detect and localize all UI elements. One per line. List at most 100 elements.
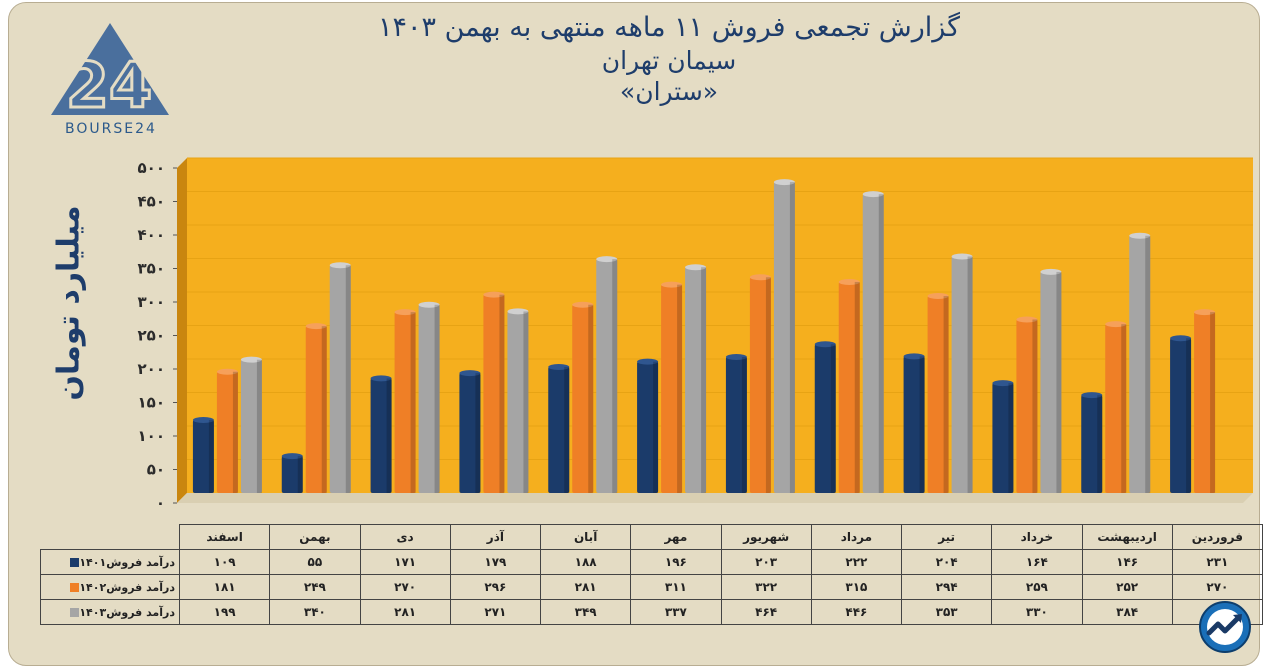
- bar-1401: [1170, 338, 1192, 493]
- table-header-month: آبان: [539, 524, 632, 550]
- table-header-month: دی: [359, 524, 451, 550]
- y-tick-label: ۱۵۰: [138, 394, 165, 412]
- bar-1402-top: [661, 281, 683, 288]
- bar-1402: [394, 312, 416, 493]
- table-row: ۳۸۴ ۳۳۰ ۳۵۳ ۴۴۶ ۴۶۴ ۳۳۷ ۳۴۹ ۲۷۱ ۲۸۱ ۳۴۰ ۱۹۹ درآمد ف…: [40, 599, 1264, 625]
- chart-title: گزارش تجمعی فروش ۱۱ ماهه منتهی به بهمن ۱…: [377, 12, 961, 43]
- bar-1403: [1040, 271, 1062, 493]
- table-series-label: درآمد فروش۱۴۰۲: [40, 574, 180, 600]
- table-cell: ۲۷۱: [449, 599, 542, 625]
- bar-1402-shade: [1032, 319, 1038, 493]
- bar-1402-shade: [1210, 312, 1216, 493]
- bar-1401-shade: [1186, 338, 1192, 493]
- table-cell: ۱۷۱: [359, 549, 451, 575]
- legend-swatch: [70, 558, 80, 567]
- bar-1402-top: [572, 301, 594, 308]
- table-cell: ۱۸۸: [539, 549, 632, 575]
- bar-1402: [572, 304, 594, 493]
- table-header-month: مهر: [630, 524, 722, 550]
- table-cell: ۳۲۲: [720, 574, 812, 600]
- bar-1402-top: [927, 293, 949, 300]
- bar-1401-shade: [475, 373, 481, 493]
- y-tick-label: ۴۵۰: [138, 193, 165, 211]
- bar-1401-top: [992, 380, 1014, 387]
- bar-1401-top: [1081, 392, 1103, 399]
- table-cell: ۲۹۴: [900, 574, 993, 600]
- bar-1401-top: [725, 353, 747, 360]
- bar-1401-top: [637, 358, 659, 365]
- bar-1403-shade: [256, 359, 262, 493]
- bar-1401-shade: [919, 356, 925, 493]
- table-cell: ۳۸۴: [1081, 599, 1173, 625]
- bar-1402-shade: [588, 304, 594, 493]
- bar-1403: [329, 265, 351, 493]
- table-cell: ۵۵: [269, 549, 361, 575]
- bar-1402-top: [1194, 309, 1216, 316]
- bar-1402-top: [1105, 321, 1127, 328]
- bar-1403-top: [507, 308, 529, 315]
- table-cell: ۴۴۶: [810, 599, 903, 625]
- bar-1401-top: [903, 353, 925, 360]
- bar-1403-top: [862, 191, 884, 198]
- table-cell: ۲۷۰: [359, 574, 451, 600]
- chart-subtitle: سیمان تهران: [601, 45, 737, 75]
- bar-1401-shade: [830, 344, 836, 493]
- bar-1403: [685, 267, 707, 493]
- bar-1402-shade: [1121, 324, 1127, 493]
- y-tick-label: ۲۰۰: [138, 360, 165, 378]
- y-tick-label: ۵۰: [147, 461, 165, 479]
- y-tick-label: ۳۵۰: [138, 260, 165, 278]
- bar-1403-top: [240, 356, 262, 363]
- table-cell: ۲۴۹: [269, 574, 361, 600]
- table-header-month: تیر: [900, 524, 993, 550]
- series-name: درآمد فروش۱۴۰۲: [79, 580, 175, 594]
- table-cell: ۲۵۲: [1081, 574, 1173, 600]
- bar-1401-top: [459, 370, 481, 377]
- bar-1401-top: [370, 375, 392, 382]
- bar-1403-shade: [701, 267, 707, 493]
- bar-1401-shade: [1097, 395, 1103, 493]
- bar-1403: [507, 311, 529, 493]
- table-cell: ۱۰۹: [178, 549, 271, 575]
- bar-1402: [1194, 312, 1216, 493]
- bar-1402: [305, 326, 327, 493]
- y-tick-label: ۰: [156, 494, 165, 512]
- bar-1401-top: [192, 416, 214, 423]
- bar-1403: [773, 182, 795, 493]
- table-series-label: درآمد فروش۱۴۰۱: [40, 549, 180, 575]
- bar-1402-top: [1016, 316, 1038, 323]
- table-cell: ۱۹۹: [178, 599, 271, 625]
- bar-1402-shade: [765, 277, 771, 493]
- table-cell: ۱۴۶: [1081, 549, 1173, 575]
- bar-1401: [370, 378, 392, 493]
- bar-1401: [281, 456, 303, 493]
- bar-1403-shade: [434, 304, 440, 493]
- table-row: ۲۳۱ ۱۴۶ ۱۶۴ ۲۰۴ ۲۲۲ ۲۰۳ ۱۹۶ ۱۸۸ ۱۷۹ ۱۷۱ ۵۵ ۱۰۹ درآمد…: [40, 549, 1264, 575]
- y-tick-label: ۲۵۰: [138, 327, 165, 345]
- series-name: درآمد فروش۱۴۰۳: [79, 605, 175, 619]
- table-cell: ۳۵۳: [900, 599, 993, 625]
- bar-1401-shade: [564, 367, 570, 493]
- bar-1401-top: [814, 341, 836, 348]
- table-header-month: اردیبهشت: [1081, 524, 1173, 550]
- bar-1403-top: [685, 264, 707, 271]
- table-header-month: بهمن: [269, 524, 361, 550]
- table-cell: ۱۹۶: [630, 549, 722, 575]
- table-cell: ۳۴۹: [539, 599, 632, 625]
- bar-1402: [1105, 324, 1127, 493]
- data-table: فروردین اردیبهشت خرداد تیر مرداد شهریور مهر آبا…: [40, 524, 1264, 625]
- bar-1401-top: [1170, 335, 1192, 342]
- bar-1402-top: [394, 309, 416, 316]
- table-cell: ۴۶۴: [720, 599, 812, 625]
- bar-1402: [483, 294, 505, 493]
- bar-1403-top: [951, 253, 973, 260]
- table-cell: ۲۹۶: [449, 574, 542, 600]
- bar-1403-shade: [967, 256, 973, 493]
- bar-1403-top: [596, 256, 618, 263]
- bar-1402-shade: [943, 296, 949, 493]
- bar-1401-shade: [653, 361, 659, 493]
- table-series-label: درآمد فروش۱۴۰۳: [40, 599, 180, 625]
- bar-1401: [548, 367, 570, 493]
- bar-1402-shade: [232, 371, 238, 493]
